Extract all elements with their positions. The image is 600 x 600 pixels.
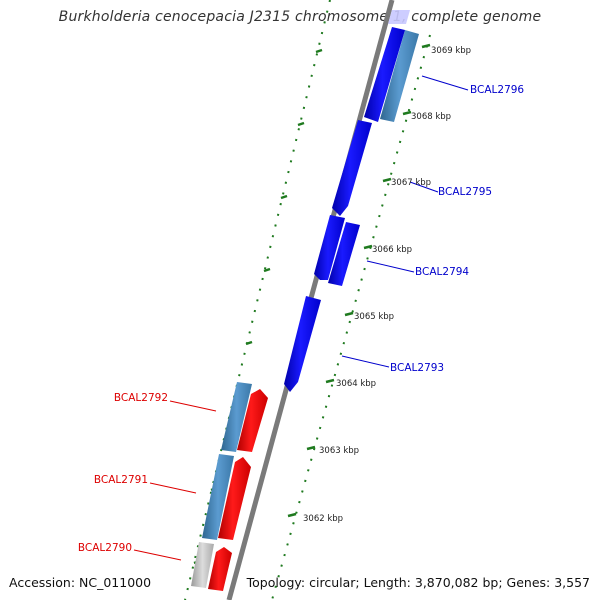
accession-text: Accession: NC_011000 — [9, 575, 152, 590]
selection-highlight — [388, 10, 410, 24]
gene-label-bcal2791[interactable]: BCAL2791 — [94, 474, 148, 486]
reverse-genes[interactable] — [191, 382, 268, 591]
gene-bcal2790-feature[interactable] — [191, 542, 214, 588]
gene-label-bcal2793[interactable]: BCAL2793 — [390, 362, 444, 374]
gene-bcal2791-feature[interactable] — [202, 454, 234, 540]
gene-bcal2793-arrow[interactable] — [284, 296, 321, 392]
gene-labels[interactable]: BCAL2796 BCAL2795 BCAL2794 BCAL2793 BCAL… — [78, 84, 525, 554]
gene-bcal2791-arrow[interactable] — [218, 457, 251, 540]
gene-label-bcal2796[interactable]: BCAL2796 — [470, 84, 524, 96]
map-title: Burkholderia cenocepacia J2315 chromosom… — [58, 9, 542, 25]
tick-label: 3067 kbp — [391, 178, 431, 188]
tick-label: 3064 kbp — [336, 379, 376, 389]
genome-summary: Topology: circular; Length: 3,870,082 bp… — [246, 575, 590, 590]
gene-bcal2792-arrow[interactable] — [237, 389, 268, 452]
gene-label-bcal2795[interactable]: BCAL2795 — [438, 186, 492, 198]
forward-genes[interactable] — [284, 27, 419, 392]
gene-bcal2794-arrow-b[interactable] — [328, 222, 360, 286]
gene-bcal2796-arrow[interactable] — [380, 30, 419, 122]
tick-label: 3068 kbp — [411, 112, 451, 122]
gene-bcal2795-arrow[interactable] — [332, 120, 372, 216]
outer-tick-ring — [184, 0, 331, 600]
gene-label-bcal2792[interactable]: BCAL2792 — [114, 392, 168, 404]
tick-labels: 3069 kbp 3068 kbp 3067 kbp 3066 kbp 3065… — [303, 46, 471, 524]
gene-bcal2792-feature[interactable] — [221, 382, 252, 452]
gene-bcal2790-arrow[interactable] — [208, 547, 232, 591]
tick-label: 3062 kbp — [303, 514, 343, 524]
major-ticks — [287, 43, 431, 518]
gene-bcal2794-arrow-a[interactable] — [314, 215, 345, 280]
tick-label: 3065 kbp — [354, 312, 394, 322]
tick-label: 3063 kbp — [319, 446, 359, 456]
gene-label-bcal2790[interactable]: BCAL2790 — [78, 542, 132, 554]
leader-lines — [133, 75, 469, 561]
tick-label: 3069 kbp — [431, 46, 471, 56]
gene-label-bcal2794[interactable]: BCAL2794 — [415, 266, 469, 278]
tick-label: 3066 kbp — [372, 245, 412, 255]
gene-bcal2796-feature[interactable] — [364, 27, 405, 122]
